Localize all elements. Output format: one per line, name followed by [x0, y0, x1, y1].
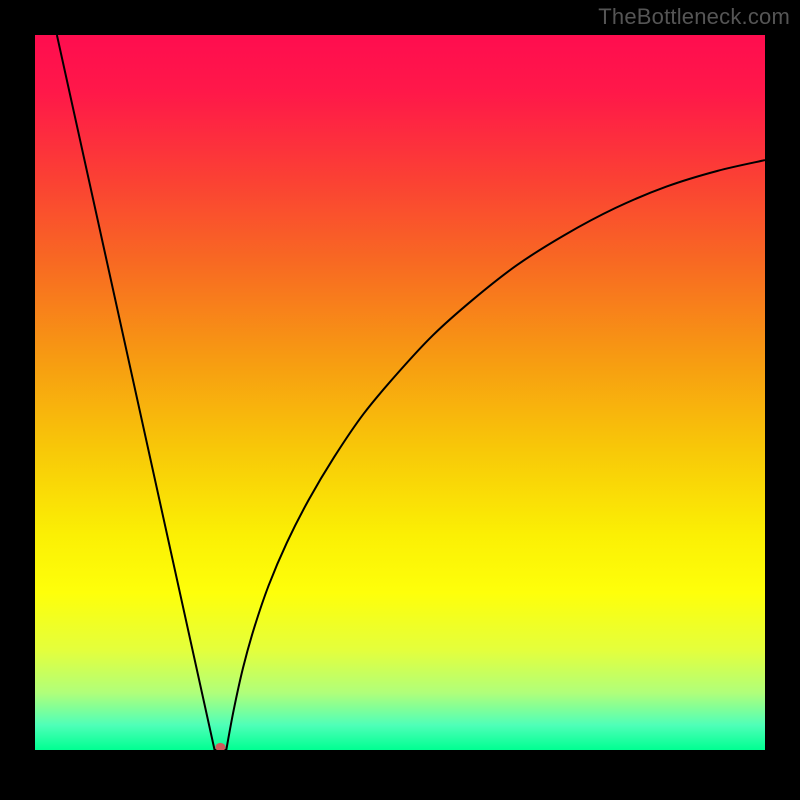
watermark-text: TheBottleneck.com — [598, 4, 790, 30]
chart-svg — [35, 35, 765, 750]
plot-area — [35, 35, 765, 750]
gradient-rect — [35, 35, 765, 750]
chart-frame: TheBottleneck.com — [0, 0, 800, 800]
